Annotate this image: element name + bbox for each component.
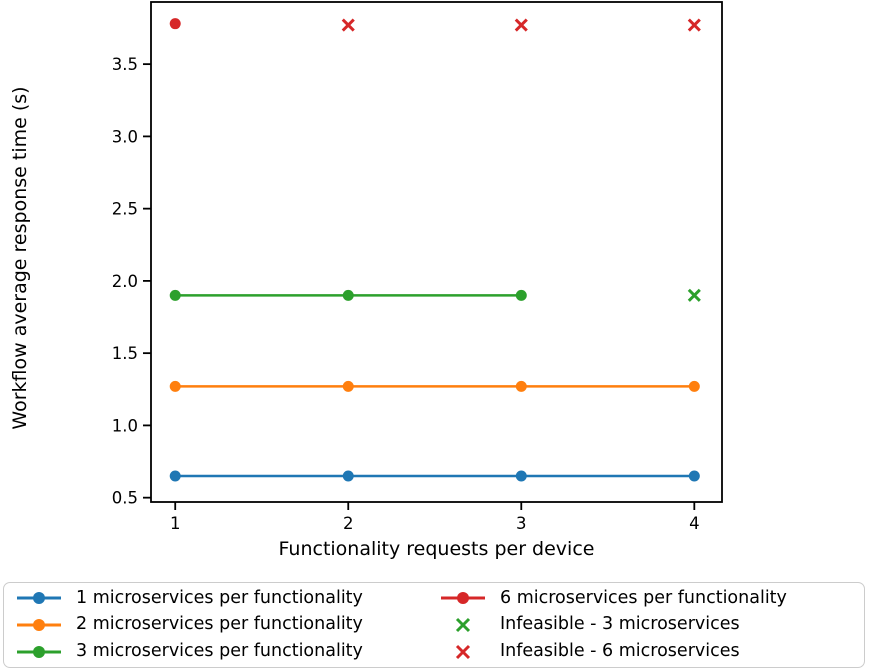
y-axis-ticks: 0.5 1.0 1.5 2.0 2.5 3.0 3.5 (112, 55, 151, 508)
series-2-microservices-per-functionality (169, 380, 700, 392)
data-point-circle (688, 470, 700, 482)
y-tick-label: 2.5 (112, 200, 138, 219)
data-point-x (341, 18, 355, 32)
data-point-circle (515, 470, 527, 482)
series-infeasible-3-microservices (687, 288, 701, 302)
data-point-x (687, 288, 701, 302)
legend-line-dot-icon (17, 618, 61, 631)
legend-item-6-microservices-per-functionality: 6 microservices per functionality (434, 585, 858, 612)
data-point-circle (342, 470, 354, 482)
legend-item-infeasible-3-microservices: Infeasible - 3 microservices (434, 612, 858, 639)
legend-x-glyph (455, 617, 471, 633)
legend-dot (33, 645, 45, 658)
x-axis-ticks: 1 2 3 4 (170, 502, 700, 533)
x-tick-label: 4 (689, 514, 700, 533)
y-tick-label: 0.5 (112, 489, 138, 508)
data-point-circle (342, 380, 354, 392)
data-point-x (687, 18, 701, 32)
y-axis-label: Workflow average response time (s) (9, 86, 31, 430)
legend-item-infeasible-6-microservices: Infeasible - 6 microservices (434, 638, 858, 665)
legend-dot (33, 592, 45, 605)
series-6-microservices-per-functionality (169, 18, 181, 30)
x-tick-label: 1 (170, 514, 181, 533)
data-point-circle (169, 289, 181, 301)
y-tick-label: 1.5 (112, 344, 138, 363)
y-tick-label: 3.5 (112, 55, 138, 74)
legend-item-label: 2 microservices per functionality (76, 614, 363, 635)
data-point-circle (342, 289, 354, 301)
data-point-circle (169, 380, 181, 392)
plot-canvas: 0.5 1.0 1.5 2.0 2.5 3.0 3.5 1 2 3 4 (112, 1, 723, 533)
x-tick-label: 2 (343, 514, 354, 533)
legend-item-label: 3 microservices per functionality (76, 640, 363, 661)
x-tick-label: 3 (516, 514, 527, 533)
chart-legend: 1 microservices per functionality 2 micro… (3, 582, 865, 668)
y-tick-label: 3.0 (112, 127, 138, 146)
data-point-circle (688, 380, 700, 392)
legend-line-dot-icon (441, 592, 485, 605)
legend-item-1-microservices-per-functionality: 1 microservices per functionality (10, 585, 434, 612)
plot-border (150, 1, 723, 503)
legend-item-2-microservices-per-functionality: 2 microservices per functionality (10, 612, 434, 639)
series-3-microservices-per-functionality (169, 289, 527, 301)
legend-dot (33, 618, 45, 631)
legend-item-label: 6 microservices per functionality (500, 587, 787, 608)
legend-item-label: 1 microservices per functionality (76, 587, 363, 608)
x-axis-label: Functionality requests per device (278, 538, 595, 560)
y-tick-label: 1.0 (112, 416, 138, 435)
series-infeasible-6-microservices (341, 18, 701, 32)
data-point-circle (515, 380, 527, 392)
legend-x-marker-icon (455, 617, 471, 633)
data-point-circle (169, 470, 181, 482)
legend-x-marker-icon (455, 644, 471, 659)
series-1-microservices-per-functionality (169, 470, 700, 482)
legend-line-dot-icon (17, 592, 61, 605)
y-tick-label: 2.0 (112, 272, 138, 291)
data-point-x (514, 18, 528, 32)
legend-dot (457, 592, 469, 605)
legend-line-dot-icon (17, 645, 61, 658)
data-point-circle (169, 18, 181, 30)
data-point-circle (515, 289, 527, 301)
legend-item-label: Infeasible - 3 microservices (500, 614, 740, 635)
legend-item-label: Infeasible - 6 microservices (500, 640, 740, 661)
legend-item-3-microservices-per-functionality: 3 microservices per functionality (10, 638, 434, 665)
legend-x-glyph (455, 644, 471, 659)
